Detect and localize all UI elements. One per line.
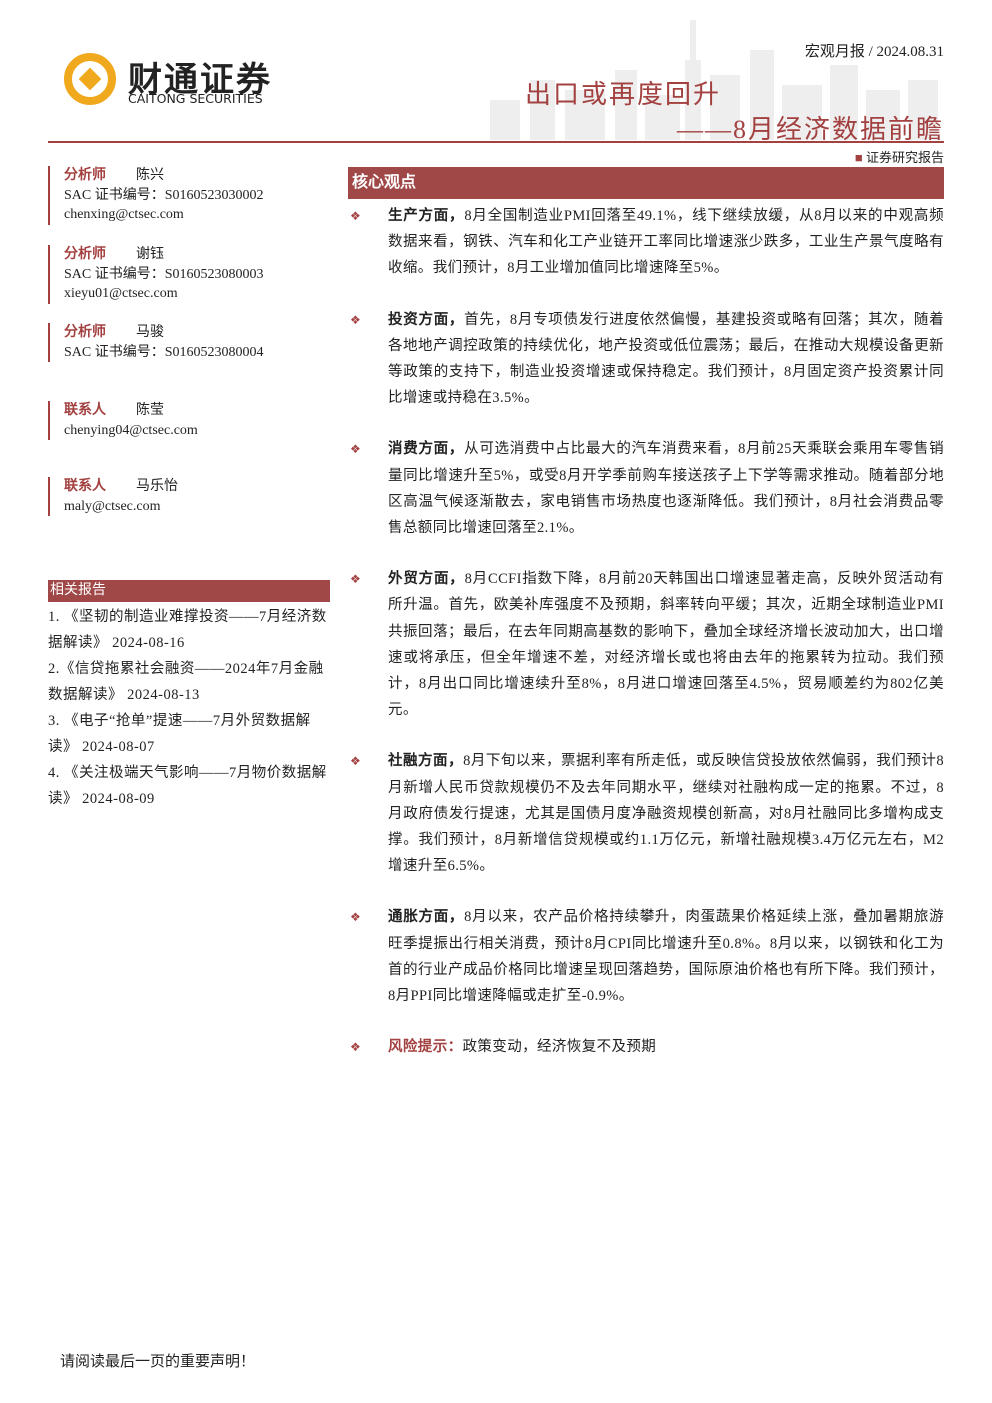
role: 分析师 — [64, 247, 106, 262]
contact: 联系人 陈莹 chenying04@ctsec.com — [48, 401, 344, 440]
point-label: 外贸方面， — [388, 571, 465, 588]
sac: SAC 证书编号：S0160523080004 — [64, 344, 264, 360]
related-item: 1. 《坚韧的制造业难撑投资——7月经济数据解读》 2024-08-16 — [48, 609, 327, 651]
core-heading: 核心观点 — [348, 167, 944, 199]
point-text: 8月下旬以来，票据利率有所走低，或反映信贷投放依然偏弱，我们预计8月新增人民币贷… — [388, 753, 945, 875]
related-item: 4. 《关注极端天气影响——7月物价数据解读》 2024-08-09 — [48, 765, 327, 807]
skyline — [490, 20, 938, 140]
related-item: 3. 《电子“抢单”提速——7月外贸数据解读》 2024-08-07 — [48, 713, 311, 755]
related-list: 1. 《坚韧的制造业难撑投资——7月经济数据解读》 2024-08-16 2.《… — [48, 604, 332, 812]
report-tag: 宏观月报 / 2024.08.31 — [804, 44, 944, 60]
name: 陈莹 — [136, 403, 164, 418]
risk-point: ❖ 风险提示：政策变动，经济恢复不及预期 — [350, 1039, 657, 1056]
logo-en: CAITONG SECURITIES — [128, 91, 263, 106]
related-item: 2.《信贷拖累社会融资——2024年7月金融数据解读》 2024-08-13 — [48, 661, 324, 703]
point-label: 生产方面， — [388, 208, 465, 224]
contact: 分析师 马骏 SAC 证书编号：S0160523080004 — [48, 323, 344, 362]
point-text: 8月全国制造业PMI回落至49.1%，线下继续放缓，从8月以来的中观高频数据来看… — [388, 208, 945, 277]
point-label: 风险提示： — [388, 1039, 463, 1056]
footer: 请阅读最后一页的重要声明！ — [60, 1354, 256, 1370]
email: chenxing@ctsec.com — [64, 207, 184, 222]
point: ❖ 生产方面，8月全国制造业PMI回落至49.1%，线下继续放缓，从8月以来的中观… — [350, 208, 945, 277]
report-kind: ■ 证券研究报告 — [854, 150, 944, 165]
sac: SAC 证书编号：S0160523080003 — [64, 266, 264, 282]
report-kind-text: 证券研究报告 — [865, 150, 944, 165]
point-text: 政策变动，经济恢复不及预期 — [462, 1039, 657, 1056]
email: xieyu01@ctsec.com — [64, 286, 178, 301]
point-text: 8月CCFI指数下降，8月前20天韩国出口增速显著走高，反映外贸活动有所升温。首… — [388, 571, 944, 719]
title: 出口或再度回升 — [525, 80, 722, 109]
name: 马乐怡 — [136, 479, 178, 494]
role: 分析师 — [64, 168, 106, 183]
name: 陈兴 — [136, 168, 164, 183]
point-text: 首先，8月专项债发行进度依然偏慢，基建投资或略有回落；其次，随着各地地产调控政策… — [388, 311, 944, 407]
point: ❖ 通胀方面，8月以来，农产品价格持续攀升，肉蛋蔬果价格延续上涨，叠加暑期旅游旺季… — [350, 909, 944, 1005]
point-text: 8月以来，农产品价格持续攀升，肉蛋蔬果价格延续上涨，叠加暑期旅游旺季提振出行相关… — [388, 909, 944, 1005]
sac: SAC 证书编号：S0160523030002 — [64, 187, 264, 203]
point: ❖ 外贸方面，8月CCFI指数下降，8月前20天韩国出口增速显著走高，反映外贸活动… — [350, 571, 944, 719]
point: ❖ 投资方面，首先，8月专项债发行进度依然偏慢，基建投资或略有回落；其次，随着各地… — [350, 311, 944, 407]
point-label: 社融方面， — [388, 753, 464, 770]
contact: 联系人 马乐怡 maly@ctsec.com — [48, 477, 344, 516]
logo-cn: 财通证券 — [128, 60, 272, 100]
email: chenying04@ctsec.com — [64, 422, 198, 438]
point-label: 投资方面， — [388, 311, 465, 328]
point-label: 通胀方面， — [388, 909, 465, 926]
point: ❖ 消费方面，从可选消费中占比最大的汽车消费来看，8月前25天乘联会乘用车零售销量… — [350, 441, 944, 537]
point-text: 从可选消费中占比最大的汽车消费来看，8月前25天乘联会乘用车零售销量同比增速升至… — [388, 441, 944, 537]
related-heading: 相关报告 — [48, 580, 330, 602]
role: 分析师 — [64, 325, 106, 340]
name: 马骏 — [136, 325, 164, 340]
logo-icon — [64, 53, 116, 105]
email: maly@ctsec.com — [64, 498, 161, 514]
contact: 分析师 陈兴 SAC 证书编号：S0160523030002 chenxing@cts… — [48, 166, 344, 225]
contact: 分析师 谢钰 SAC 证书编号：S0160523080003 xieyu01@ctse… — [48, 245, 344, 304]
role: 联系人 — [64, 479, 106, 494]
point: ❖ 社融方面，8月下旬以来，票据利率有所走低，或反映信贷投放依然偏弱，我们预计8月… — [350, 753, 945, 875]
point-label: 消费方面， — [388, 441, 465, 458]
subtitle: ——8月经济数据前瞻 — [676, 115, 944, 144]
name: 谢钰 — [136, 247, 164, 262]
role: 联系人 — [64, 403, 106, 418]
header-rule — [48, 141, 944, 143]
core-points: ❖ 生产方面，8月全国制造业PMI回落至49.1%，线下继续放缓，从8月以来的中观… — [348, 203, 944, 1085]
